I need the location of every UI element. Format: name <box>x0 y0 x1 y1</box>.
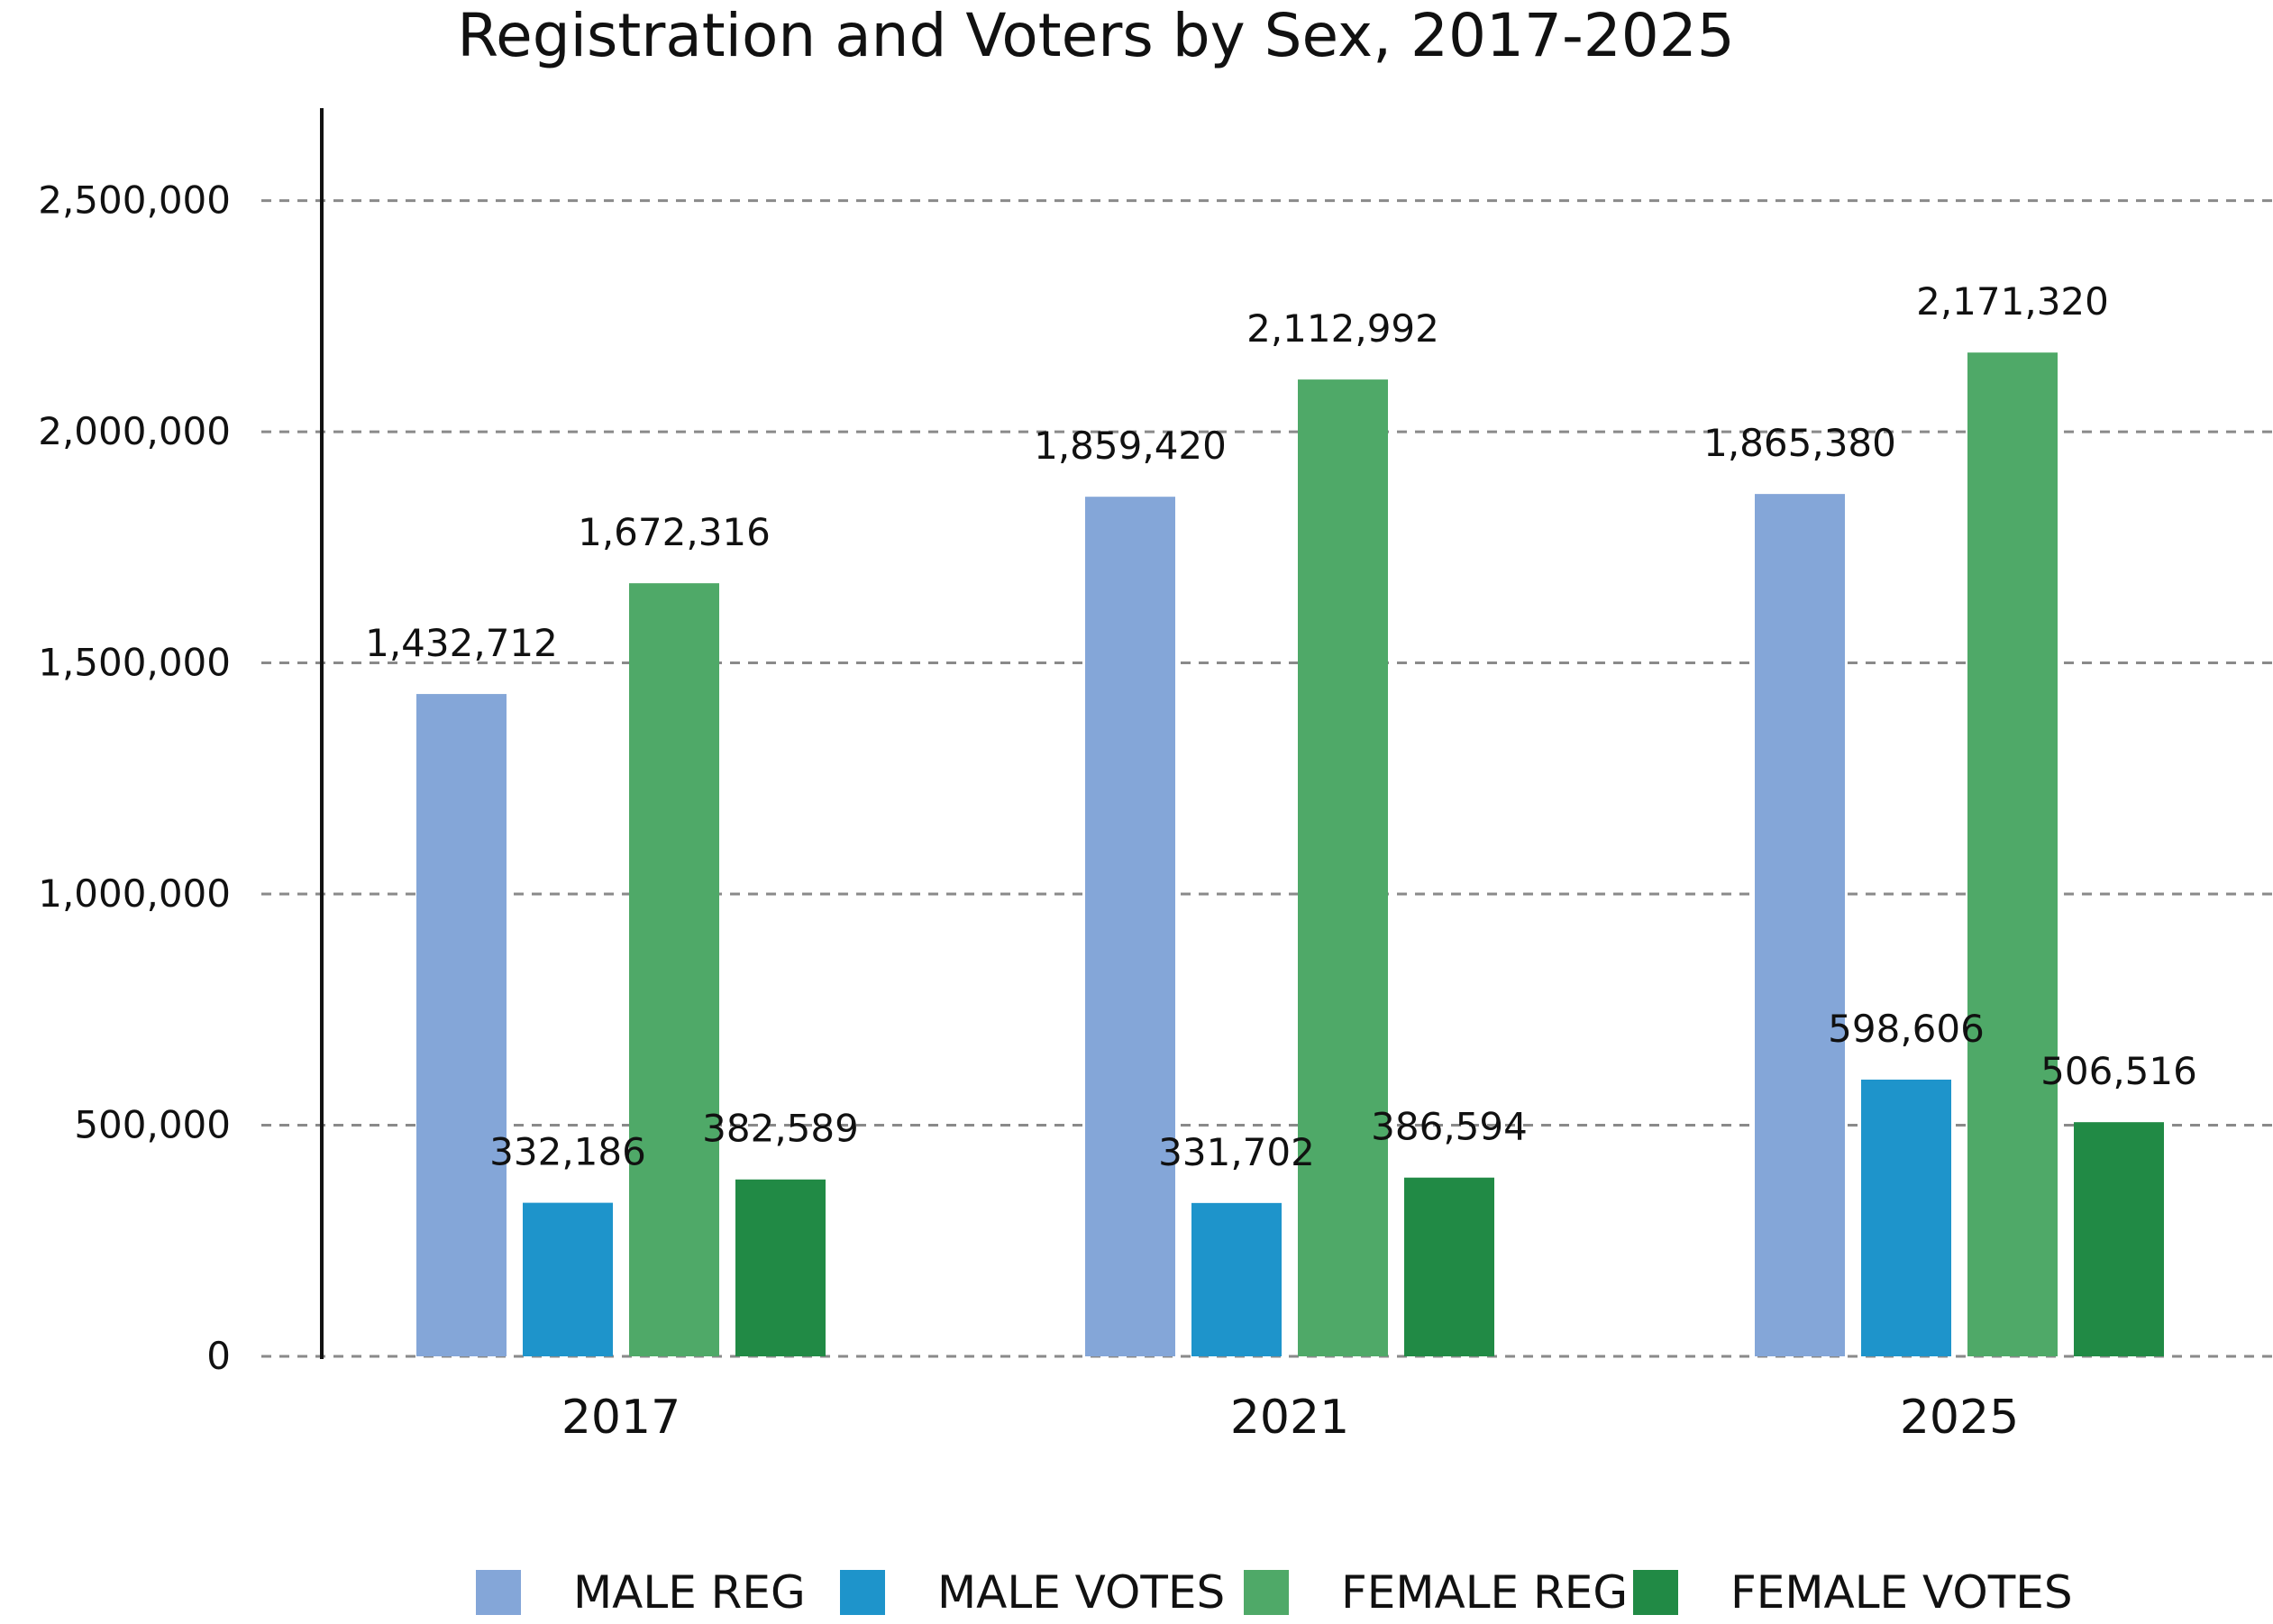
data-label: 1,865,380 <box>1703 421 1896 465</box>
legend-label: FEMALE REG <box>1341 1566 1628 1619</box>
legend-swatch <box>840 1570 885 1615</box>
bar-female-reg-2025 <box>1967 352 2058 1357</box>
y-axis-ticks: 0 500,000 1,000,000 1,500,000 2,000,000 2,500… <box>38 178 231 1378</box>
data-label: 598,606 <box>1828 1007 1985 1051</box>
data-label: 1,859,420 <box>1034 424 1227 468</box>
bars <box>416 352 2164 1357</box>
bar-female-votes-2017 <box>735 1179 826 1356</box>
bar-female-reg-2021 <box>1298 379 1388 1356</box>
y-tick-label: 500,000 <box>74 1103 231 1147</box>
data-label: 2,112,992 <box>1246 306 1439 351</box>
bar-female-votes-2021 <box>1404 1177 1494 1356</box>
data-label: 331,702 <box>1158 1130 1315 1174</box>
data-label: 1,432,712 <box>365 621 558 665</box>
legend-swatch <box>1244 1570 1289 1615</box>
data-label: 332,186 <box>489 1130 646 1174</box>
data-label: 506,516 <box>2040 1049 2197 1093</box>
legend-label: FEMALE VOTES <box>1730 1566 2073 1619</box>
data-label: 2,171,320 <box>1916 279 2109 324</box>
bar-female-reg-2017 <box>629 583 719 1356</box>
legend: MALE REG MALE VOTES FEMALE REG FEMALE VOTES <box>476 1566 2073 1619</box>
y-tick-label: 0 <box>206 1334 231 1378</box>
bar-male-reg-2025 <box>1755 494 1845 1356</box>
y-tick-label: 1,500,000 <box>38 641 231 685</box>
data-label: 382,589 <box>702 1107 859 1151</box>
legend-swatch <box>1633 1570 1678 1615</box>
y-tick-label: 2,000,000 <box>38 409 231 453</box>
x-axis-ticks: 2017 2021 2025 <box>561 1391 2019 1445</box>
bar-male-votes-2017 <box>523 1202 613 1356</box>
legend-label: MALE VOTES <box>937 1566 1225 1619</box>
x-tick-label: 2017 <box>561 1391 680 1445</box>
y-tick-label: 2,500,000 <box>38 178 231 223</box>
data-label: 386,594 <box>1371 1105 1528 1149</box>
chart-title: Registration and Voters by Sex, 2017-202… <box>457 1 1735 70</box>
y-tick-label: 1,000,000 <box>38 871 231 916</box>
legend-label: MALE REG <box>573 1566 806 1619</box>
legend-swatch <box>476 1570 521 1615</box>
bar-male-votes-2021 <box>1191 1202 1282 1356</box>
bar-female-votes-2025 <box>2074 1122 2164 1356</box>
bar-male-reg-2017 <box>416 694 507 1356</box>
bar-male-votes-2025 <box>1861 1079 1951 1356</box>
x-tick-label: 2021 <box>1230 1391 1349 1445</box>
x-tick-label: 2025 <box>1900 1391 2019 1445</box>
data-labels: 1,432,712 332,186 1,672,316 382,589 1,859,42… <box>365 279 2197 1174</box>
bar-male-reg-2021 <box>1085 497 1175 1356</box>
data-label: 1,672,316 <box>578 510 771 554</box>
